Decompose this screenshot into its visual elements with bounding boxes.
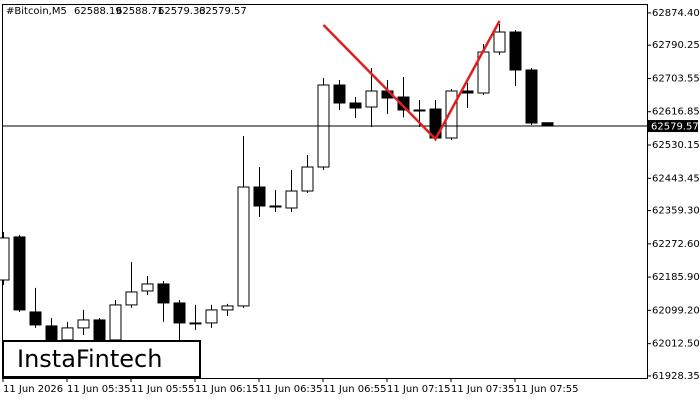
- candle-body: [77, 319, 90, 329]
- x-tick-label: 11 Jun 06:15: [195, 384, 259, 395]
- candle-body: [413, 109, 426, 112]
- logo-box: [2, 340, 201, 378]
- candle-body: [333, 84, 346, 104]
- x-tick-label: 11 Jun 05:55: [131, 384, 195, 395]
- header-open: 62588.19: [74, 6, 122, 17]
- header-close: 62579.57: [199, 6, 247, 17]
- candle-body: [253, 186, 266, 207]
- candle-body: [397, 96, 410, 111]
- candle-body: [365, 90, 378, 108]
- candle-body: [109, 304, 122, 341]
- y-tick-label: 62530.15: [652, 140, 700, 151]
- y-tick-label: 62359.30: [652, 206, 700, 217]
- candle-body: [221, 305, 234, 311]
- candle-body: [493, 31, 506, 53]
- x-tick-label: 11 Jun 07:15: [387, 384, 451, 395]
- header-low: 62579.33: [158, 6, 206, 17]
- y-tick-label: 62099.20: [652, 305, 700, 316]
- y-tick-label: 62616.85: [652, 107, 700, 118]
- candle-body: [141, 283, 154, 292]
- candle-body: [125, 291, 138, 306]
- price-tag-label: 62579.57: [651, 122, 699, 133]
- x-tick-label: 11 Jun 06:55: [323, 384, 387, 395]
- candle-body: [269, 205, 282, 208]
- candle-body: [445, 90, 458, 139]
- y-tick-label: 62272.60: [652, 239, 700, 250]
- pattern-line: [322, 20, 501, 142]
- y-tick-label: 62443.45: [652, 173, 700, 184]
- candle-body: [0, 237, 10, 281]
- y-tick-label: 62874.40: [652, 8, 700, 19]
- candles: [0, 23, 554, 350]
- x-tick-label: 11 Jun 07:35: [451, 384, 515, 395]
- x-tick-label: 11 Jun 2026: [3, 384, 63, 395]
- overlay: 62579.57 InstaFintech: [2, 20, 699, 378]
- candle-body: [29, 311, 42, 326]
- logo: InstaFintech: [17, 345, 162, 373]
- x-tick-label: 11 Jun 07:55: [515, 384, 579, 395]
- y-tick-label: 62703.55: [652, 73, 700, 84]
- candle-body: [157, 283, 170, 304]
- candle-body: [189, 322, 202, 325]
- candle-body: [173, 302, 186, 324]
- candle-body: [301, 166, 314, 192]
- y-tick-label: 61928.35: [652, 371, 700, 382]
- candle-body: [13, 236, 26, 311]
- x-tick-label: 11 Jun 06:35: [259, 384, 323, 395]
- candle-body: [205, 309, 218, 324]
- candle-body: [525, 69, 538, 124]
- y-tick-label: 62790.25: [652, 40, 700, 51]
- candle-body: [509, 31, 522, 71]
- y-tick-label: 62185.90: [652, 272, 700, 283]
- candle-body: [237, 186, 250, 307]
- candle-body: [285, 190, 298, 209]
- candle-body: [61, 327, 74, 341]
- candle-body: [349, 102, 362, 109]
- candle-body: [461, 90, 474, 94]
- price-tag: [648, 120, 698, 133]
- x-tick-label: 11 Jun 05:35: [67, 384, 131, 395]
- header-high: 62588.71: [116, 6, 164, 17]
- chart-title: #Bitcoin,M5: [6, 6, 67, 17]
- y-tick-label: 62012.50: [652, 339, 700, 350]
